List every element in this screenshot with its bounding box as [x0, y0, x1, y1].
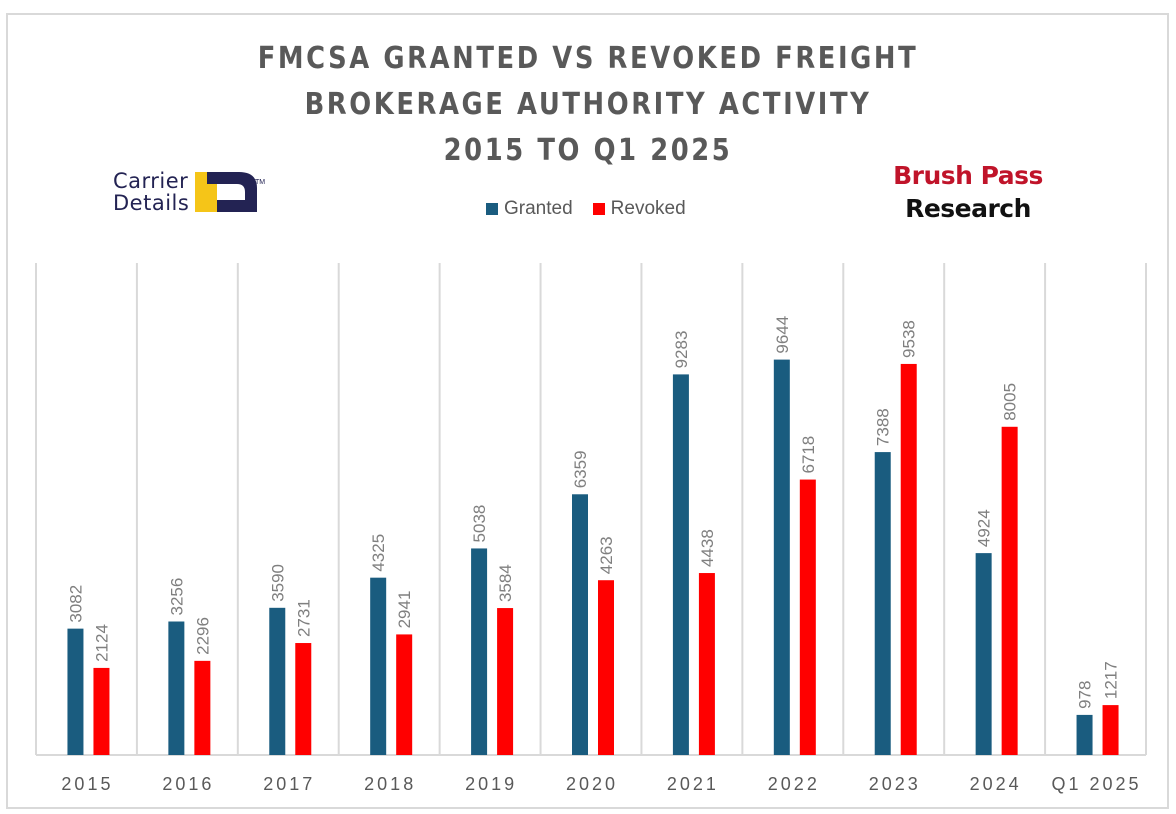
- brush-pass-line1: Brush Pass: [893, 161, 1043, 190]
- bar-revoked-2023: [900, 363, 917, 755]
- title-line-1: FMCSA GRANTED VS REVOKED FREIGHT: [257, 41, 919, 76]
- x-tick-label: 2015: [61, 774, 113, 794]
- x-tick-label: 2017: [263, 774, 315, 794]
- data-label-granted: 9283: [672, 331, 691, 369]
- bar-revoked-q1-2025: [1102, 705, 1119, 755]
- bar-granted-2024: [975, 553, 992, 755]
- data-label-granted: 3590: [268, 564, 287, 602]
- x-tick-label: 2019: [465, 774, 517, 794]
- x-tick-label: 2024: [970, 774, 1022, 794]
- bar-granted-q1-2025: [1076, 714, 1093, 755]
- title-line-3: 2015 TO Q1 2025: [443, 133, 733, 168]
- x-tick-label: 2022: [768, 774, 820, 794]
- data-label-revoked: 8005: [1001, 383, 1020, 421]
- bar-granted-2018: [370, 577, 387, 755]
- x-tick-label: 2016: [162, 774, 214, 794]
- data-label-revoked: 6718: [799, 436, 818, 474]
- x-tick-label: 2021: [667, 774, 719, 794]
- data-label-granted: 5038: [470, 505, 489, 543]
- data-label-revoked: 3584: [496, 564, 515, 602]
- legend-label-granted: Granted: [504, 198, 573, 219]
- title-line-2: BROKERAGE AUTHORITY ACTIVITY: [304, 87, 872, 122]
- bars-group: [67, 359, 1119, 755]
- bar-revoked-2024: [1001, 426, 1018, 755]
- data-label-granted: 3256: [167, 578, 186, 616]
- data-label-revoked: 4438: [698, 529, 717, 567]
- bar-granted-2021: [672, 374, 689, 755]
- data-label-revoked: 4263: [597, 536, 616, 574]
- bar-revoked-2021: [698, 573, 715, 755]
- data-labels-group: 3082 2124 3256 2296 3590 2731 4325 2941 5038 3584…: [66, 316, 1120, 709]
- x-tick-label: Q1 2025: [1052, 774, 1142, 794]
- data-label-granted: 3082: [66, 585, 85, 623]
- bar-revoked-2017: [295, 643, 312, 755]
- data-label-revoked: 2124: [92, 624, 111, 662]
- bar-granted-2020: [572, 494, 588, 755]
- data-label-granted: 4924: [975, 509, 994, 547]
- x-tick-label: 2018: [364, 774, 416, 794]
- data-label-revoked: 9538: [900, 320, 919, 358]
- bar-granted-2022: [773, 359, 790, 755]
- brush-pass-research-logo: Brush Pass Research: [888, 160, 1048, 226]
- bar-granted-2019: [471, 548, 488, 755]
- x-tick-label: 2023: [869, 774, 921, 794]
- brush-pass-line2: Research: [905, 194, 1031, 223]
- trademark-mark: TM: [255, 179, 265, 186]
- bar-revoked-2015: [93, 667, 110, 755]
- bar-revoked-2019: [497, 608, 514, 755]
- data-label-revoked: 2731: [294, 599, 313, 637]
- x-axis-labels: 2015 2016 2017 2018 2019 2020 2021 2022 2023 2024…: [61, 774, 1142, 794]
- chart-legend: Granted Revoked: [486, 198, 706, 220]
- bar-revoked-2018: [396, 634, 413, 755]
- bar-revoked-2020: [598, 580, 614, 755]
- category-gridlines: [35, 263, 1147, 756]
- data-label-granted: 7388: [874, 408, 893, 446]
- data-label-revoked: 2296: [193, 617, 212, 655]
- carrier-details-emblem-icon: TM: [195, 172, 266, 212]
- bar-revoked-2016: [194, 660, 211, 755]
- bar-granted-2016: [168, 621, 185, 755]
- carrier-details-line1: Carrier: [113, 169, 189, 193]
- bar-revoked-2022: [799, 479, 816, 755]
- chart-title: FMCSA GRANTED VS REVOKED FREIGHT BROKERA…: [82, 36, 1093, 174]
- legend-item-revoked: Revoked: [592, 198, 686, 220]
- data-label-granted: 4325: [369, 534, 388, 572]
- legend-swatch-granted: [486, 203, 498, 215]
- data-label-granted: 6359: [571, 450, 590, 488]
- x-tick-label: 2020: [566, 774, 618, 794]
- data-label-granted: 978: [1076, 681, 1095, 709]
- bar-granted-2023: [874, 452, 891, 755]
- data-label-granted: 9644: [773, 316, 792, 354]
- data-label-revoked: 2941: [395, 591, 414, 629]
- legend-label-revoked: Revoked: [610, 198, 686, 219]
- carrier-details-line2: Details: [113, 191, 190, 215]
- legend-swatch-revoked: [592, 203, 605, 215]
- bar-granted-2017: [269, 607, 286, 755]
- bar-granted-2015: [67, 628, 84, 755]
- legend-item-granted: Granted: [486, 198, 573, 220]
- carrier-details-wordmark: Carrier Details: [113, 170, 189, 214]
- carrier-details-logo: Carrier Details TM: [113, 170, 267, 214]
- data-label-revoked: 1217: [1102, 661, 1121, 699]
